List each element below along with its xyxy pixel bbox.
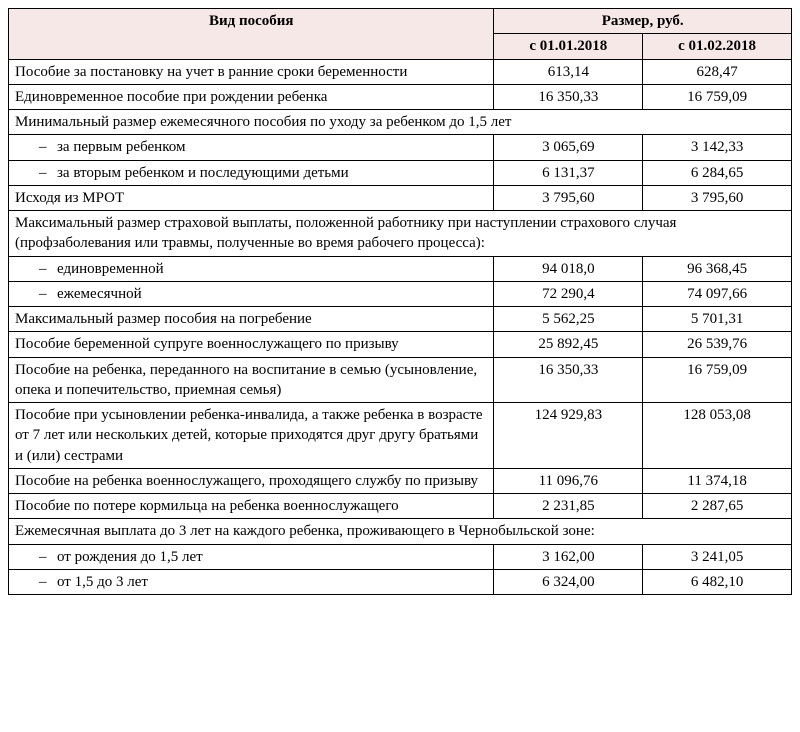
row-value-feb: 3 142,33 [643,135,792,160]
row-value-jan: 94 018,0 [494,256,643,281]
row-value-jan: 3 795,60 [494,185,643,210]
row-value-feb: 74 097,66 [643,281,792,306]
row-label: Максимальный размер пособия на погребени… [9,307,494,332]
header-benefit-type: Вид пособия [9,9,494,60]
table-row: за первым ребенком3 065,693 142,33 [9,135,792,160]
row-label: Пособие беременной супруге военнослужаще… [9,332,494,357]
table-row: Исходя из МРОТ3 795,603 795,60 [9,185,792,210]
row-value-jan: 3 162,00 [494,544,643,569]
table-row: Пособие беременной супруге военнослужаще… [9,332,792,357]
row-label: единовременной [9,256,494,281]
row-label: ежемесячной [9,281,494,306]
row-value-feb: 26 539,76 [643,332,792,357]
table-row: от рождения до 1,5 лет3 162,003 241,05 [9,544,792,569]
table-row: Ежемесячная выплата до 3 лет на каждого … [9,519,792,544]
table-row: от 1,5 до 3 лет6 324,006 482,10 [9,569,792,594]
row-value-feb: 16 759,09 [643,84,792,109]
row-value-jan: 16 350,33 [494,84,643,109]
row-value-jan: 6 324,00 [494,569,643,594]
row-value-jan: 6 131,37 [494,160,643,185]
row-label: Единовременное пособие при рождении ребе… [9,84,494,109]
row-label: Пособие на ребенка военнослужащего, прох… [9,468,494,493]
row-label: Исходя из МРОТ [9,185,494,210]
table-row: Единовременное пособие при рождении ребе… [9,84,792,109]
row-label: Пособие за постановку на учет в ранние с… [9,59,494,84]
table-row: Пособие на ребенка военнослужащего, прох… [9,468,792,493]
row-value-jan: 25 892,45 [494,332,643,357]
table-row: Пособие за постановку на учет в ранние с… [9,59,792,84]
table-row: Максимальный размер пособия на погребени… [9,307,792,332]
row-value-feb: 6 482,10 [643,569,792,594]
row-value-feb: 3 241,05 [643,544,792,569]
table-row: Максимальный размер страховой выплаты, п… [9,211,792,257]
table-row: Пособие на ребенка, переданного на воспи… [9,357,792,403]
row-value-jan: 5 562,25 [494,307,643,332]
table-row: за вторым ребенком и последующими детьми… [9,160,792,185]
row-label: Пособие при усыновлении ребенка-инвалида… [9,403,494,469]
row-value-jan: 16 350,33 [494,357,643,403]
header-from-feb: с 01.02.2018 [643,34,792,59]
row-label: за вторым ребенком и последующими детьми [9,160,494,185]
row-label: Пособие на ребенка, переданного на воспи… [9,357,494,403]
row-label: за первым ребенком [9,135,494,160]
row-value-jan: 613,14 [494,59,643,84]
table-row: Пособие по потере кормильца на ребенка в… [9,494,792,519]
row-value-jan: 124 929,83 [494,403,643,469]
row-value-jan: 2 231,85 [494,494,643,519]
header-amount: Размер, руб. [494,9,792,34]
table-row: Минимальный размер ежемесячного пособия … [9,110,792,135]
header-from-jan: с 01.01.2018 [494,34,643,59]
row-value-feb: 628,47 [643,59,792,84]
row-value-feb: 2 287,65 [643,494,792,519]
table-row: единовременной94 018,096 368,45 [9,256,792,281]
row-span-label: Максимальный размер страховой выплаты, п… [9,211,792,257]
row-label: от рождения до 1,5 лет [9,544,494,569]
row-value-jan: 3 065,69 [494,135,643,160]
row-value-feb: 6 284,65 [643,160,792,185]
row-span-label: Минимальный размер ежемесячного пособия … [9,110,792,135]
row-label: Пособие по потере кормильца на ребенка в… [9,494,494,519]
row-value-feb: 5 701,31 [643,307,792,332]
benefits-table: Вид пособия Размер, руб. с 01.01.2018 с … [8,8,792,595]
benefits-tbody: Пособие за постановку на учет в ранние с… [9,59,792,595]
row-value-feb: 11 374,18 [643,468,792,493]
row-label: от 1,5 до 3 лет [9,569,494,594]
row-span-label: Ежемесячная выплата до 3 лет на каждого … [9,519,792,544]
row-value-jan: 72 290,4 [494,281,643,306]
row-value-feb: 3 795,60 [643,185,792,210]
row-value-feb: 96 368,45 [643,256,792,281]
table-row: ежемесячной72 290,474 097,66 [9,281,792,306]
row-value-feb: 128 053,08 [643,403,792,469]
row-value-feb: 16 759,09 [643,357,792,403]
row-value-jan: 11 096,76 [494,468,643,493]
table-row: Пособие при усыновлении ребенка-инвалида… [9,403,792,469]
